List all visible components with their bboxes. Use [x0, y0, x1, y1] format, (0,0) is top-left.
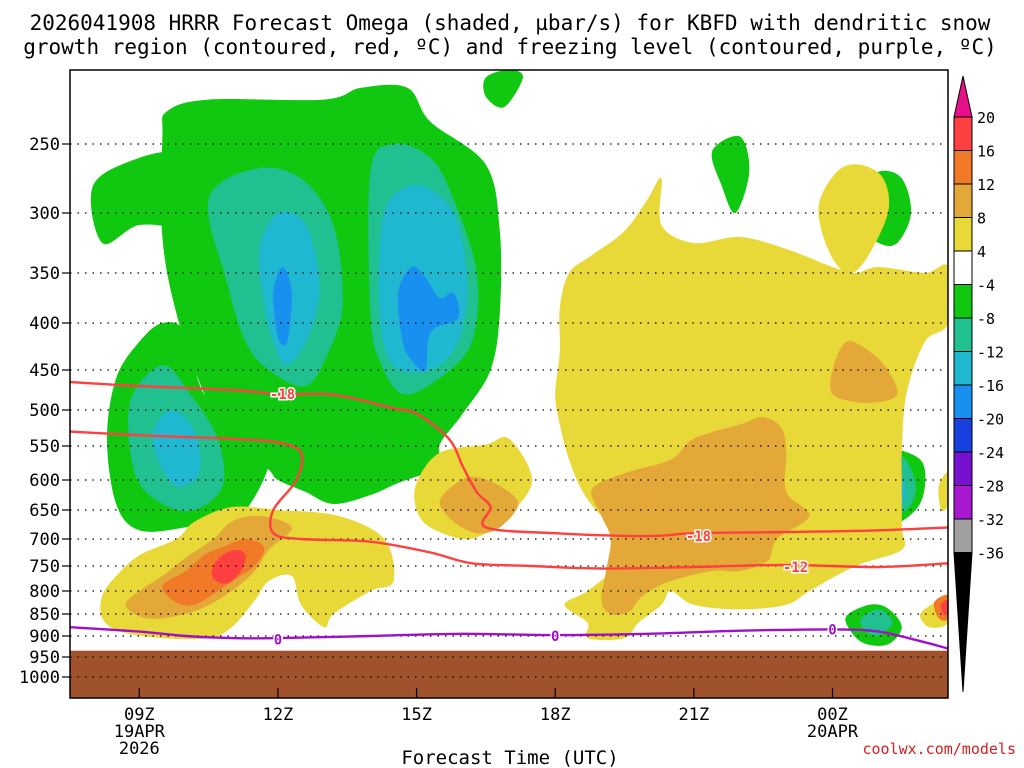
colorbar-label-6: -8: [977, 310, 995, 328]
y-tick-label-450: 450: [29, 361, 60, 381]
contour-label-0-1: 0: [551, 629, 559, 645]
y-tick-label-800: 800: [29, 582, 60, 602]
x-axis-title: Forecast Time (UTC): [401, 747, 618, 768]
colorbar-swatch-10: [953, 451, 973, 486]
y-tick-label-750: 750: [29, 557, 60, 577]
colorbar-label-11: -28: [977, 478, 1004, 496]
contour-label--18-0: -18: [270, 387, 295, 403]
omega-region-5-3: [679, 282, 796, 371]
colorbar-label-13: -36: [977, 545, 1004, 563]
x-year-label-0: 2026: [119, 739, 160, 759]
y-tick-label-500: 500: [29, 401, 60, 421]
colorbar-swatch-6: [953, 317, 973, 352]
colorbar-swatch-5: [953, 284, 973, 319]
colorbar-label-5: -4: [977, 277, 995, 295]
colorbar-min-arrow: [953, 552, 973, 693]
colorbar-label-4: 4: [977, 243, 986, 261]
y-tick-label-600: 600: [29, 471, 60, 491]
y-tick-label-700: 700: [29, 530, 60, 550]
x-date-label-0: 19APR: [114, 722, 166, 742]
colorbar-swatch-8: [953, 384, 973, 419]
y-tick-label-350: 350: [29, 264, 60, 284]
y-tick-label-400: 400: [29, 314, 60, 334]
contour-label-0-2: 0: [828, 622, 836, 638]
omega-region-8-0: [211, 549, 246, 584]
omega-region-2-0: [152, 410, 201, 487]
omega-region-3-0: [273, 267, 292, 346]
colorbar-swatch-2: [953, 183, 973, 218]
omega-region-5-4: [818, 164, 890, 274]
colorbar-label-0: 20: [977, 109, 995, 127]
omega-region-3-1: [397, 266, 460, 372]
x-tick-label-15Z: 15Z: [401, 705, 432, 725]
colorbar-swatch-7: [953, 351, 973, 386]
y-tick-label-550: 550: [29, 437, 60, 457]
chart-title-line-2: growth region (contoured, red, ºC) and f…: [23, 35, 997, 59]
omega-region-0-4: [711, 135, 750, 214]
contour-label--18-1: -18: [686, 529, 711, 545]
plot-frame: [69, 69, 949, 699]
colorbar-swatch-11: [953, 485, 973, 520]
plot-area: -18 -18 -12 0 0 0: [69, 69, 949, 699]
credit-text[interactable]: coolwx.com/models: [862, 740, 1016, 758]
colorbar-label-3: 8: [977, 210, 986, 228]
y-tick-label-850: 850: [29, 605, 60, 625]
x-tick-label-00Z: 00Z: [817, 705, 848, 725]
contour-label--12-0: -12: [783, 560, 808, 576]
colorbar-label-9: -20: [977, 411, 1004, 429]
y-tick-label-300: 300: [29, 204, 60, 224]
contour-line--18: [70, 380, 948, 538]
colorbar-swatch-3: [953, 217, 973, 252]
colorbar-max-arrow: [953, 75, 973, 118]
y-tick-label-1000: 1000: [19, 668, 60, 688]
omega-region-5-6: [938, 472, 948, 512]
y-tick-label-900: 900: [29, 627, 60, 647]
colorbar-label-1: 16: [977, 143, 995, 161]
colorbar-swatch-0: [953, 116, 973, 151]
pressure-axis: 2503003504004505005506006507007508008509…: [19, 135, 70, 688]
x-tick-label-18Z: 18Z: [540, 705, 571, 725]
colorbar-label-8: -16: [977, 377, 1004, 395]
contour-label-0-0: 0: [274, 632, 282, 648]
temperature-contours: -18 -18 -12 0 0 0: [70, 380, 948, 650]
chart-title-line-1: 2026041908 HRRR Forecast Omega (shaded, …: [30, 11, 991, 35]
omega-region-6-1: [439, 476, 519, 534]
colorbar-swatch-9: [953, 418, 973, 453]
colorbar-swatch-12: [953, 518, 973, 553]
omega-colorbar: 20 16 12 8 4 -4 -8 -12 -16 -20 -24 -28 -32 -36: [953, 75, 1004, 693]
y-tick-label-250: 250: [29, 135, 60, 155]
surface-terrain: [70, 650, 948, 698]
colorbar-label-10: -24: [977, 444, 1004, 462]
contour-line--12: [70, 430, 948, 570]
x-tick-label-09Z: 09Z: [124, 705, 155, 725]
omega-region-6-3: [830, 341, 898, 403]
colorbar-swatch-1: [953, 150, 973, 185]
colorbar-label-7: -12: [977, 344, 1004, 362]
colorbar-label-2: 12: [977, 176, 995, 194]
x-tick-label-21Z: 21Z: [678, 705, 709, 725]
omega-region-0-3: [483, 70, 523, 108]
x-date-label-5: 20APR: [807, 722, 859, 742]
colorbar-swatch-4: [953, 250, 973, 285]
y-tick-label-650: 650: [29, 501, 60, 521]
colorbar-label-12: -32: [977, 511, 1004, 529]
contour-line-0: [70, 626, 948, 650]
omega-region-8-1: [940, 599, 948, 616]
x-tick-label-12Z: 12Z: [263, 705, 294, 725]
y-tick-label-950: 950: [29, 648, 60, 668]
